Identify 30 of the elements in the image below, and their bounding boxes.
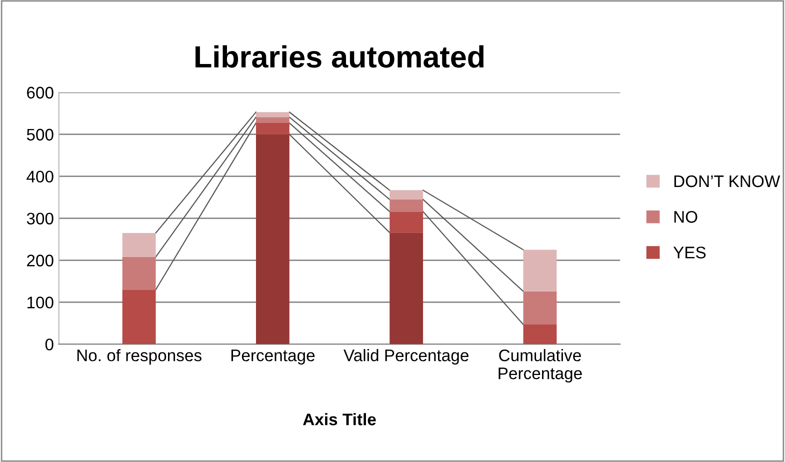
- bar: [256, 134, 290, 344]
- x-tick-label: No. of responses: [77, 349, 202, 365]
- bar: [256, 117, 290, 124]
- bar: [390, 199, 424, 212]
- bar: [390, 190, 424, 200]
- x-axis-title: Axis Title: [303, 413, 376, 426]
- bar: [390, 232, 424, 344]
- y-tick-label: 200: [27, 254, 54, 266]
- x-tick-label: Percentage: [231, 350, 315, 365]
- legend-label: NO: [674, 211, 698, 223]
- bar: [122, 232, 156, 257]
- x-tick-label: Valid Percentage: [344, 349, 468, 365]
- bar: [122, 290, 156, 344]
- legend-label: YES: [673, 246, 706, 258]
- bar: [256, 123, 290, 134]
- bar: [523, 324, 557, 344]
- legend-label: DON’T KNOW: [674, 175, 780, 188]
- bar: [523, 250, 557, 292]
- bar: [256, 112, 290, 118]
- bar: [122, 256, 156, 290]
- bar: [390, 212, 424, 233]
- y-tick-label: 400: [26, 170, 54, 183]
- y-tick-label: 0: [45, 338, 54, 350]
- bar: [523, 291, 557, 324]
- y-tick-label: 100: [27, 296, 54, 308]
- y-tick-label: 300: [26, 212, 54, 224]
- x-tick-label: Cumulative Percentage: [498, 349, 582, 383]
- chart-title: Libraries automated: [196, 45, 484, 68]
- y-tick-label: 500: [26, 128, 54, 141]
- y-tick-label: 600: [27, 86, 54, 99]
